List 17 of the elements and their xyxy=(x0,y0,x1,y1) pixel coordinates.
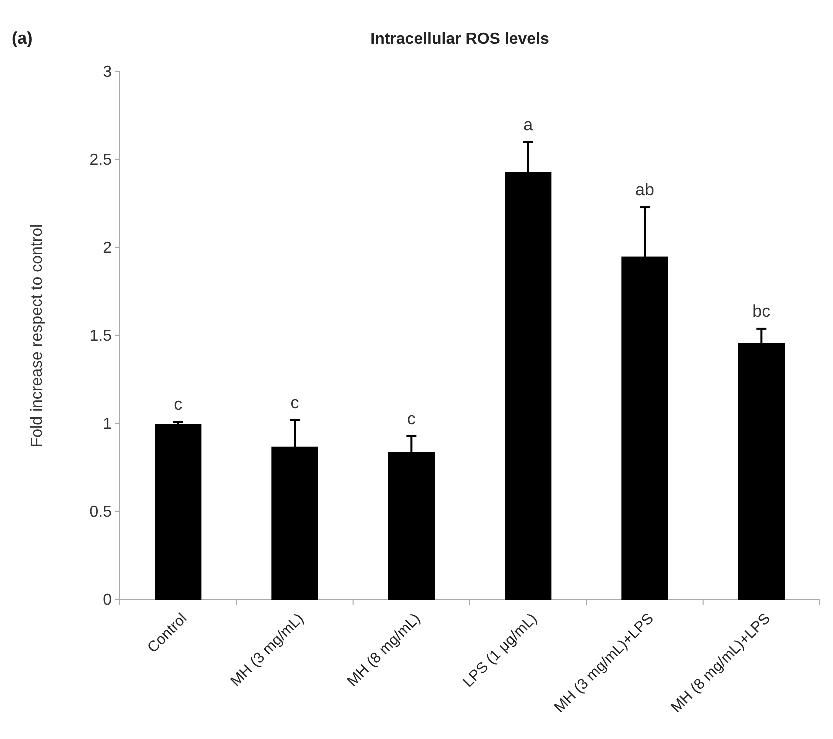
y-axis-title: Fold increase respect to control xyxy=(29,224,46,448)
y-tick-label: 0 xyxy=(103,592,112,610)
annotation: c xyxy=(407,409,416,428)
y-tick-label: 1.5 xyxy=(90,328,112,346)
annotation: c xyxy=(174,395,184,414)
annotation: ab xyxy=(636,180,654,200)
y-tick-label: 2.5 xyxy=(90,152,112,170)
y-tick-label: 3 xyxy=(103,64,112,82)
text: (a) xyxy=(12,29,33,48)
annotation: a xyxy=(524,115,534,134)
y-tick-label: 2 xyxy=(103,240,112,258)
bar xyxy=(155,424,202,600)
annotation: c xyxy=(290,393,300,412)
y-tick-label: 1 xyxy=(103,416,112,434)
y-tick-label: 0.5 xyxy=(90,504,112,522)
annotation: bc xyxy=(752,302,772,321)
chart-title: Intracellular ROS levels xyxy=(370,31,550,48)
